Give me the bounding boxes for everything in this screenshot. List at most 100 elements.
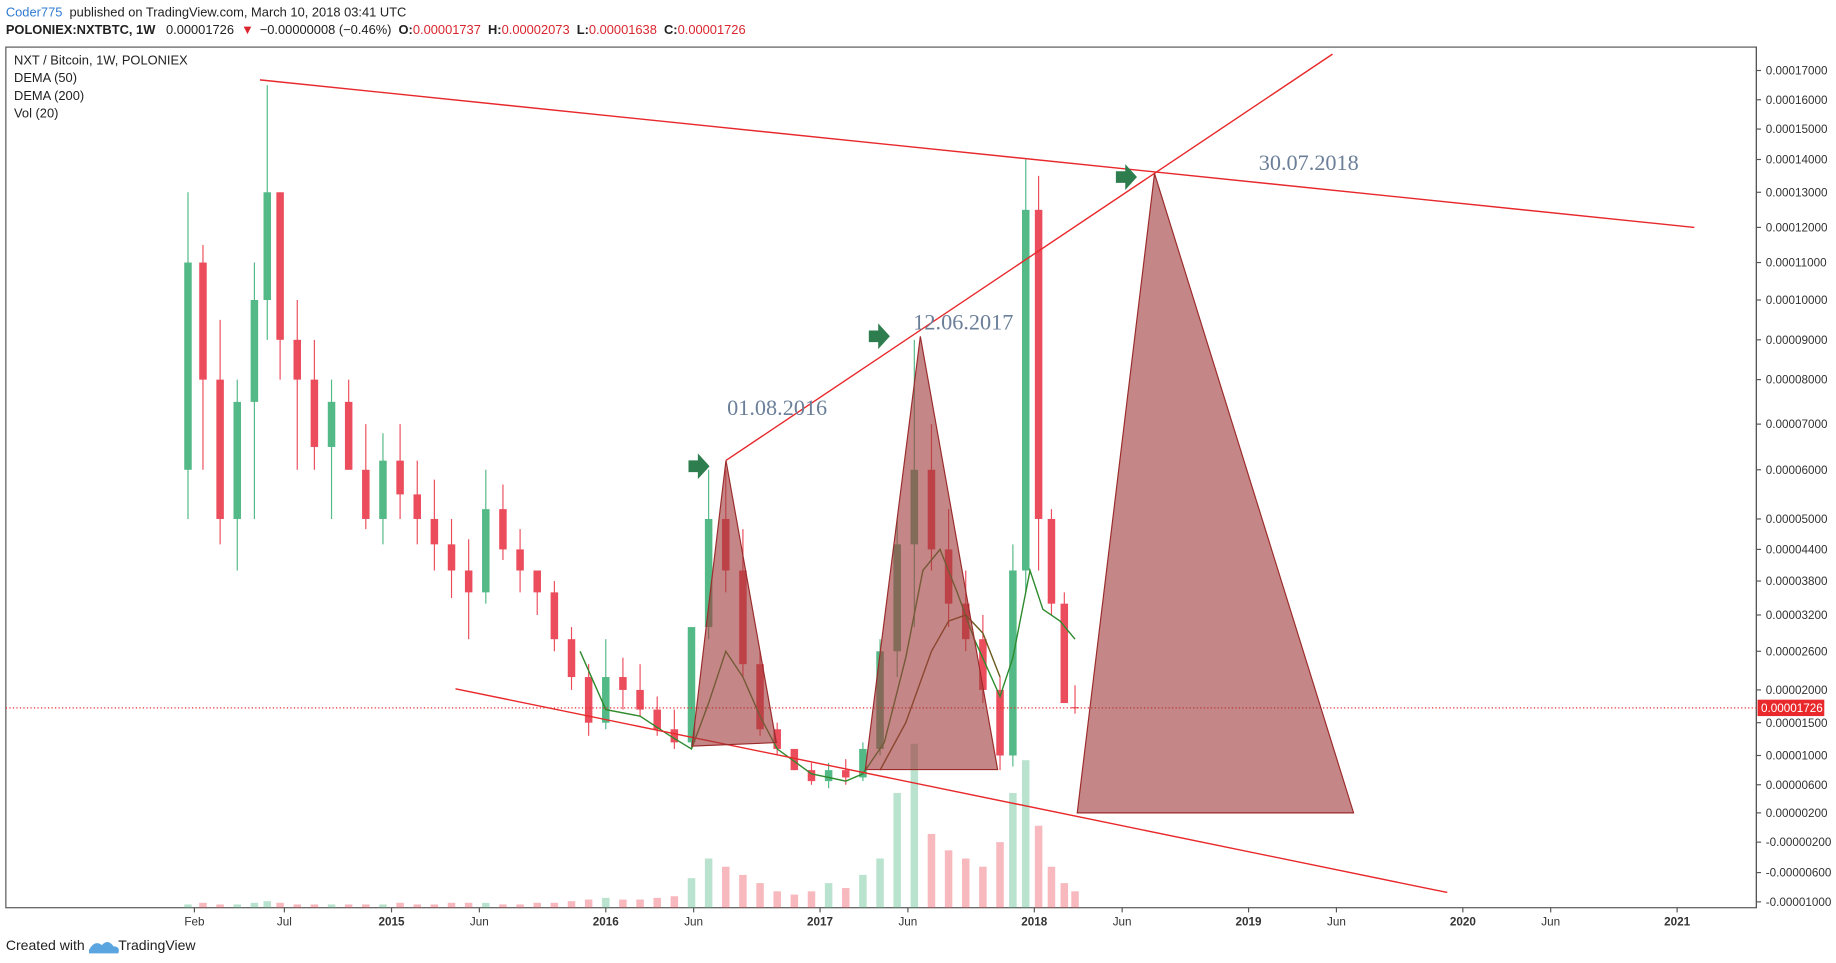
triangle [864, 336, 999, 771]
legend-entry: DEMA (200) [14, 88, 84, 103]
candle-body [996, 689, 1004, 756]
footer-text: Created with [6, 937, 85, 953]
candle-body [979, 639, 987, 690]
volume-bar [1060, 883, 1069, 908]
volume-bar [1009, 792, 1017, 908]
volume-bar [1047, 866, 1056, 908]
volume-bar [184, 904, 192, 908]
symbol: POLONIEX:NXTBTC, 1W [6, 22, 156, 37]
x-tick-label: 2020 [1450, 915, 1477, 928]
volume-bar [722, 866, 730, 908]
volume-bar [499, 904, 507, 908]
x-tick-label: Jun [898, 915, 917, 928]
trend-line [725, 53, 1333, 462]
candle-body [293, 339, 302, 380]
volume-bar [773, 891, 781, 908]
volume-bar [584, 899, 593, 908]
y-tick-label: 0.00008000 [1766, 374, 1828, 387]
volume-bar [876, 858, 884, 908]
volume-bar [276, 902, 284, 908]
candle-body [567, 639, 576, 678]
y-tick-label: 0.00003800 [1766, 575, 1828, 588]
plot-layer: 0.00017000 0.00016000 0.00015000 0.00014000… [5, 65, 1832, 928]
volume-bar [362, 904, 370, 908]
volume-bar [396, 902, 404, 908]
y-tick-label: 0.00016000 [1766, 94, 1828, 107]
triangle [1076, 173, 1355, 814]
change: −0.00000008 (−0.46%) [260, 22, 392, 37]
candle-body [859, 748, 867, 778]
y-tick-label: 0.00000200 [1766, 807, 1828, 820]
arrow [688, 453, 710, 480]
candle-body [1034, 209, 1043, 519]
candle-body [1009, 570, 1017, 756]
x-tick-label: Feb [184, 915, 205, 928]
volume-bar [687, 878, 696, 908]
y-tick-label: 0.00002600 [1766, 645, 1828, 658]
candle-body [1060, 603, 1069, 704]
candle-body [250, 300, 259, 402]
candle-body [773, 729, 781, 749]
volume-bar [263, 901, 272, 908]
volume-bar [413, 904, 421, 908]
volume-bar [979, 866, 987, 908]
volume-bar [310, 904, 319, 908]
high-label: H: [488, 22, 502, 37]
volume-bar [756, 883, 764, 908]
close: 0.00001726 [678, 22, 746, 37]
volume-bar [636, 899, 644, 908]
volume-bar [824, 883, 833, 908]
volume-bar [602, 897, 610, 908]
x-tick-label: 2015 [379, 915, 406, 928]
volume-bar [704, 858, 713, 908]
triangle [691, 460, 778, 747]
published: published on TradingView.com, March 10, … [70, 5, 407, 20]
volume-bar [1071, 891, 1079, 908]
volume-bar [670, 896, 679, 908]
author[interactable]: Coder775 [6, 5, 63, 20]
candle-body [842, 770, 850, 778]
candle-body [1071, 707, 1079, 709]
candle-body [1047, 518, 1056, 604]
volume-bar [927, 833, 936, 908]
volume-bar [1021, 760, 1030, 908]
trend-line [455, 688, 1448, 894]
volume-bar [482, 902, 490, 908]
candle-body [824, 770, 833, 782]
close-label: C: [664, 22, 678, 37]
y-tick-label: 0.00011000 [1766, 257, 1827, 270]
y-tick-label: 0.00001000 [1766, 750, 1828, 763]
candle-body [499, 509, 507, 550]
volume-bar [327, 904, 336, 908]
volume-bar [533, 902, 541, 908]
volume-bar [944, 850, 953, 908]
y-tick-label: 0.00014000 [1766, 154, 1828, 167]
open-label: O: [399, 22, 413, 37]
volume-bar [344, 904, 353, 908]
volume-bar [842, 888, 850, 908]
candle-body [344, 401, 353, 470]
y-tick-label: 0.00010000 [1766, 294, 1828, 307]
candle-body [263, 192, 272, 301]
footer-brand[interactable]: TradingView [118, 937, 196, 953]
candle-body [533, 570, 541, 593]
y-tick-label: -0.00000200 [1766, 836, 1832, 849]
candle-body [704, 518, 713, 628]
candle-body [327, 401, 336, 447]
y-tick-label: 0.00007000 [1766, 418, 1828, 431]
candle-body [550, 592, 559, 640]
change-arrow: ▼ [241, 22, 254, 37]
candle-body [276, 192, 284, 340]
legend-entry: DEMA (50) [14, 70, 77, 85]
candle-body [516, 549, 524, 571]
volume-bar [739, 874, 747, 908]
candle-body [413, 494, 421, 519]
candle-body [602, 677, 610, 723]
x-tick-label: Jun [1327, 915, 1346, 928]
x-tick-label: 2021 [1664, 915, 1691, 928]
high: 0.00002073 [502, 22, 570, 37]
volume-bar [962, 858, 970, 908]
y-tick-label: 0.00002000 [1766, 684, 1828, 697]
candle-body [1021, 209, 1030, 571]
